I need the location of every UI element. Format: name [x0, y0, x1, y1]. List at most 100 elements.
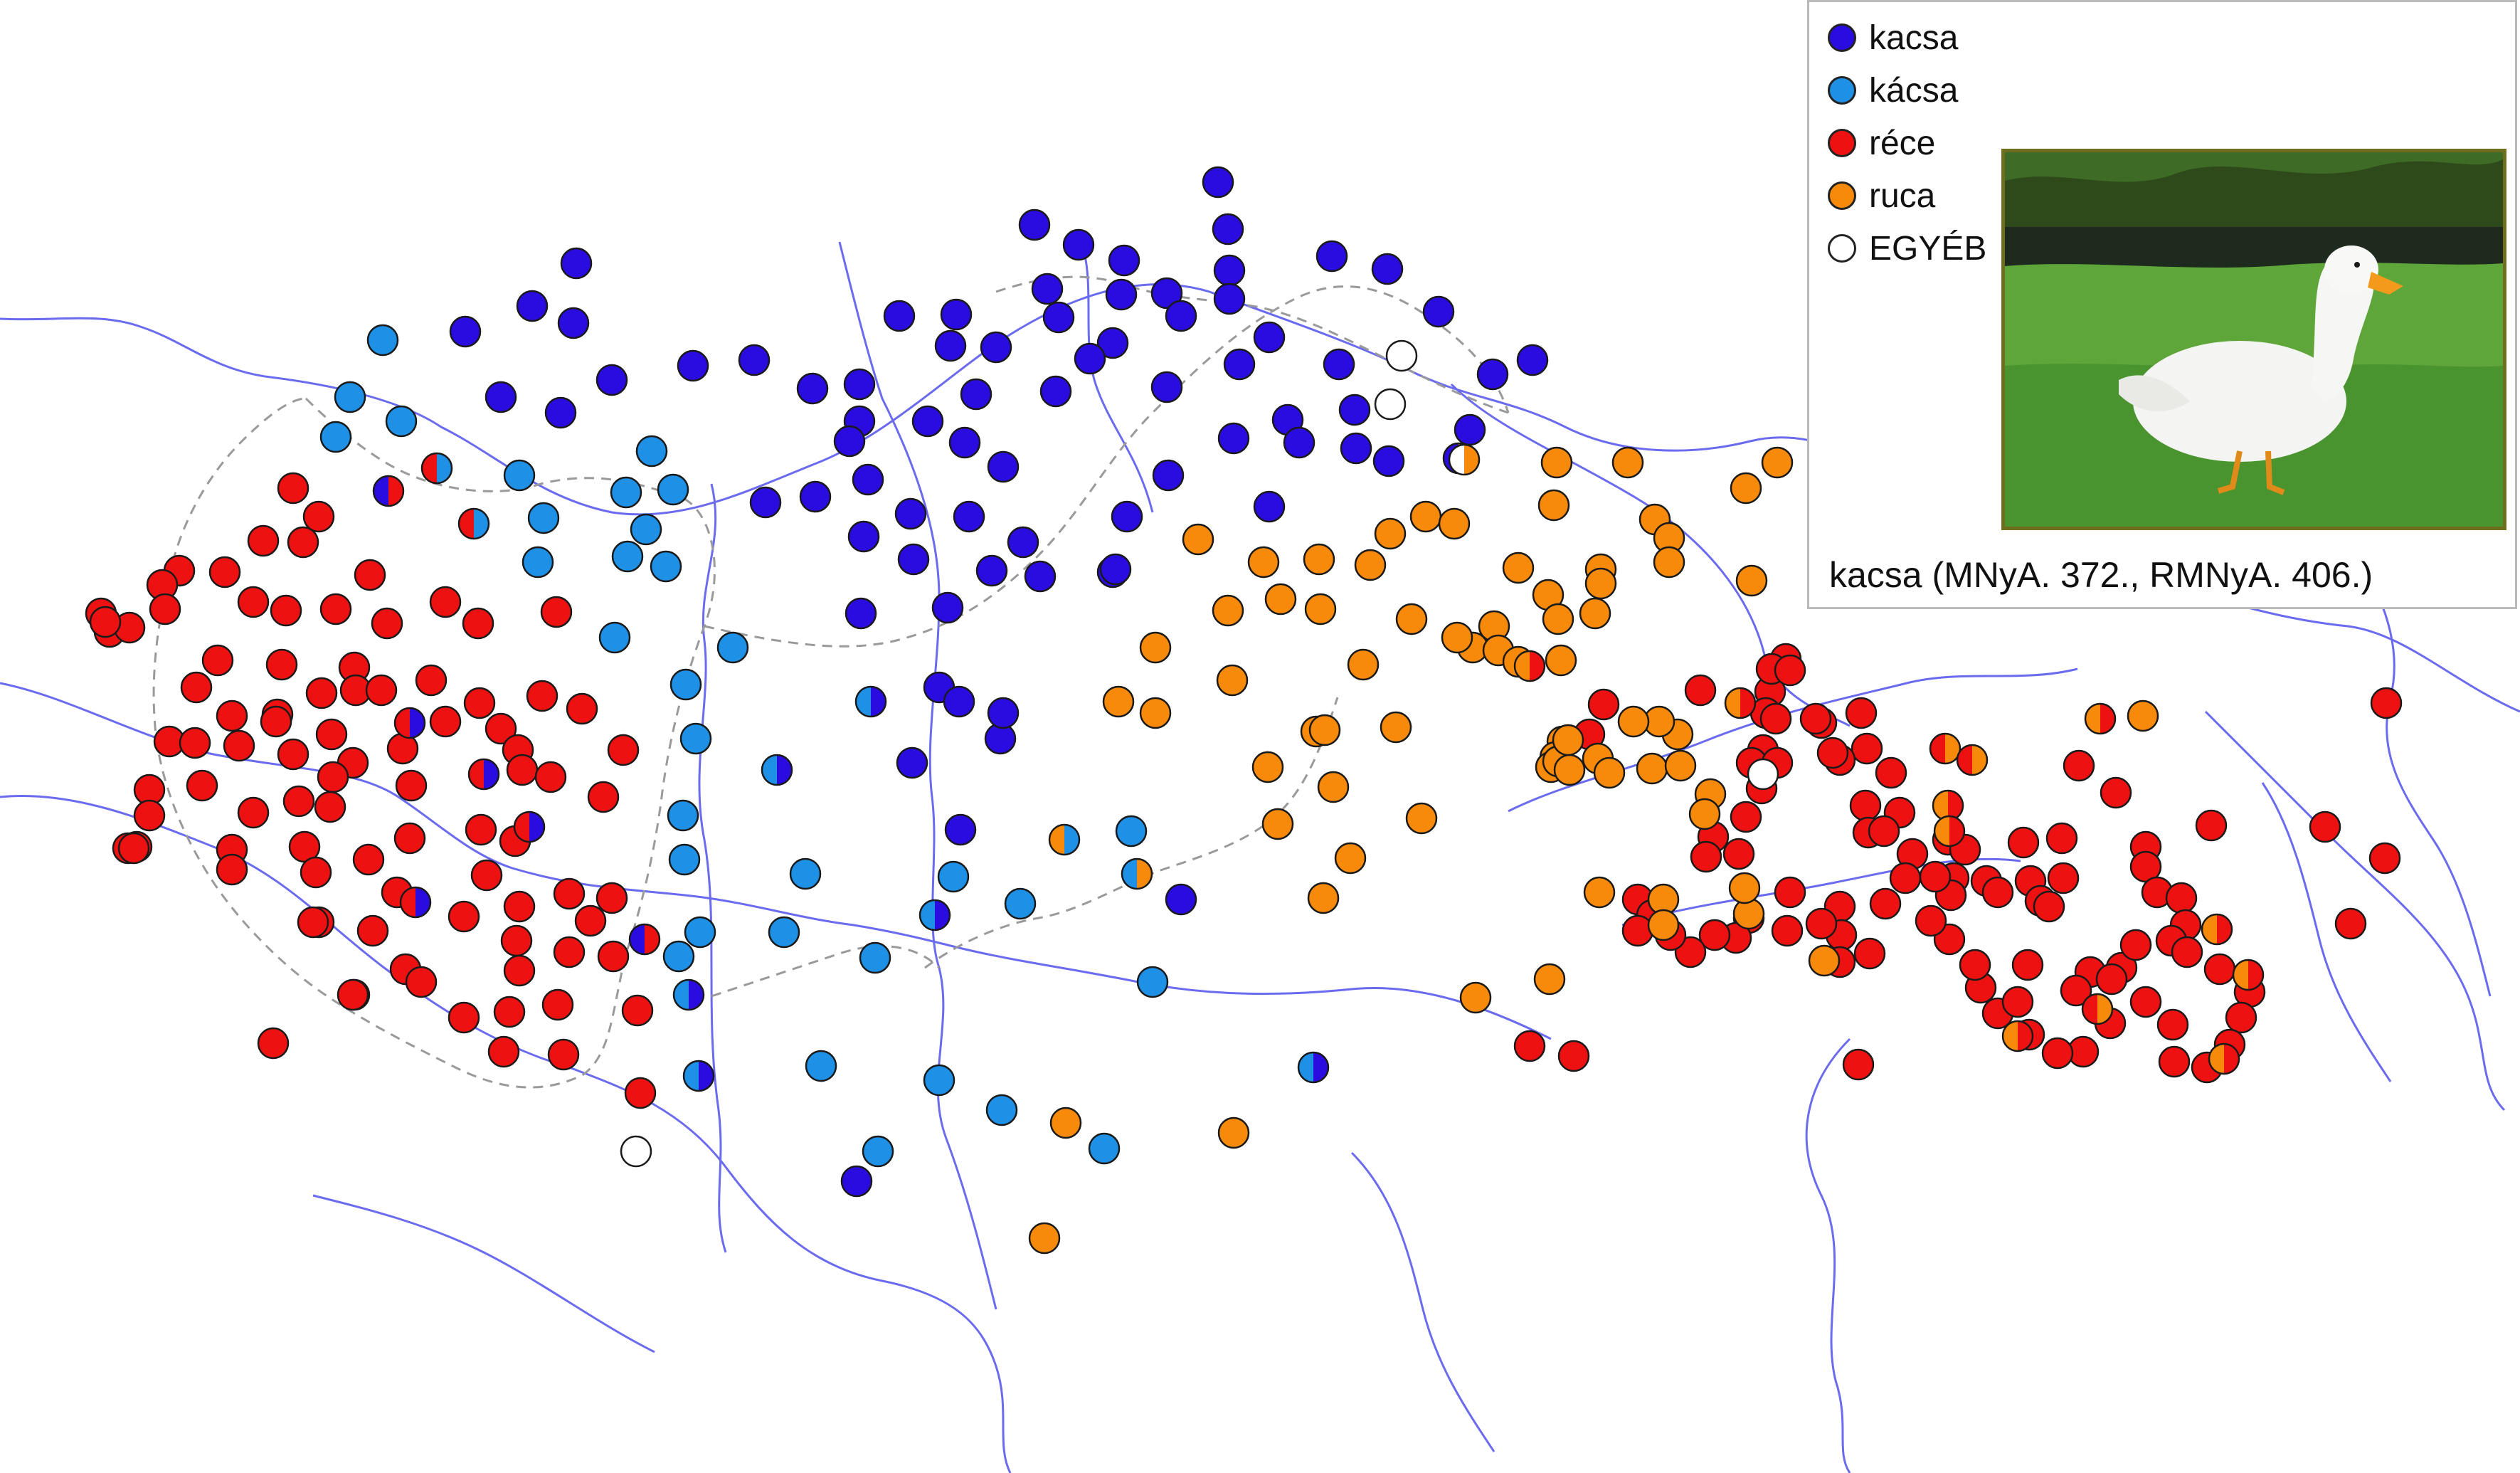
point-marker-rece — [2007, 826, 2040, 859]
legend-label: kacsa — [1869, 19, 1959, 57]
point-marker-kacsa — [1213, 254, 1246, 287]
point-marker-kacsa — [847, 520, 880, 553]
point-marker-ruca-rece — [1724, 687, 1757, 719]
point-marker-rece — [597, 940, 630, 973]
point-marker-kacsa-rece — [628, 923, 661, 956]
point-marker-rece — [257, 1027, 290, 1060]
point-marker-rece — [2225, 1001, 2257, 1034]
point-marker-rece — [277, 738, 309, 771]
point-marker-rece — [2041, 1037, 2074, 1070]
point-marker-ruca — [1212, 594, 1244, 627]
point-marker-ruca-kacsa-long — [1048, 823, 1081, 856]
point-marker-rece — [526, 680, 558, 712]
point-marker-rece — [2011, 949, 2044, 981]
point-marker-rece-ruca — [1929, 732, 1962, 765]
point-marker-kacsa — [840, 1165, 873, 1198]
map-caption: kacsa (MNyA. 372., RMNyA. 406.) — [1829, 555, 2373, 595]
point-marker-rece — [117, 832, 150, 865]
point-marker-kacsa-long — [684, 916, 716, 949]
point-marker-rece — [485, 712, 517, 745]
point-marker-rece — [553, 877, 586, 910]
point-marker-rece — [553, 936, 586, 968]
point-marker-kacsa — [1422, 295, 1455, 328]
point-marker-kacsa — [1213, 283, 1246, 315]
point-marker-rece — [2045, 822, 2078, 855]
point-marker-kacsa — [516, 290, 549, 322]
point-marker-kacsa — [1105, 278, 1138, 311]
point-marker-ruca — [1028, 1222, 1061, 1255]
point-marker-rece — [1805, 907, 1838, 940]
point-marker-rece-kacsa-long — [457, 507, 490, 540]
legend-item-rece: réce — [1828, 120, 1935, 166]
legend-swatch-rece — [1828, 129, 1856, 157]
point-marker-rece — [624, 1077, 657, 1109]
point-marker-rece — [2129, 986, 2162, 1018]
point-marker-kacsa-long-kacsa — [682, 1060, 715, 1092]
point-marker-kacsa-long — [522, 546, 554, 579]
point-marker-kacsa — [896, 746, 928, 779]
point-marker-ruca — [1049, 1107, 1082, 1139]
point-marker-ruca — [1537, 489, 1570, 522]
point-marker-ruca — [1617, 705, 1650, 738]
point-marker-kacsa — [940, 298, 973, 331]
point-marker-kacsa — [560, 247, 593, 280]
point-marker-kacsa-long — [503, 459, 536, 492]
point-marker-rece — [317, 761, 349, 793]
point-marker-kacsa — [943, 685, 975, 718]
legend-label: EGYÉB — [1869, 229, 1987, 268]
point-marker-kacsa-long — [630, 513, 662, 546]
point-marker-rece — [395, 769, 428, 802]
point-marker-kacsa-long — [657, 473, 689, 506]
point-marker-kacsa-long-kacsa — [854, 685, 887, 718]
legend-label: réce — [1869, 124, 1936, 162]
country-borders — [152, 275, 1510, 1089]
point-marker-ruca — [1374, 517, 1407, 550]
point-marker-kacsa — [1212, 213, 1244, 246]
point-marker-ruca — [1395, 603, 1428, 635]
point-marker-kacsa — [677, 349, 709, 382]
point-marker-rece — [2156, 1008, 2189, 1041]
point-marker-ruca-rece — [1513, 650, 1546, 682]
legend-label: ruca — [1869, 176, 1936, 215]
point-marker-rece — [465, 813, 497, 846]
point-marker-rece — [237, 796, 270, 829]
point-marker-kacsa — [1152, 459, 1185, 492]
point-marker-kacsa — [449, 315, 482, 348]
point-marker-kacsa — [975, 554, 1008, 587]
data-points — [85, 166, 2403, 1255]
point-marker-egyeb — [1374, 388, 1407, 421]
legend-item-kacsa: kacsa — [1828, 15, 1958, 60]
point-marker-kacsa — [1031, 273, 1064, 305]
point-marker-kacsa — [1476, 358, 1509, 391]
point-marker-ruca — [1405, 802, 1438, 835]
point-marker-rece — [1845, 697, 1878, 729]
point-marker-rece — [265, 648, 298, 681]
point-marker-ruca — [1441, 621, 1473, 654]
point-marker-kacsa-long — [859, 941, 891, 974]
point-marker-ruca — [1552, 724, 1584, 756]
point-marker-rece-kacsa-long — [420, 452, 453, 485]
point-marker-ruca — [1139, 697, 1172, 729]
point-marker-ruca — [1533, 963, 1566, 996]
point-marker-rece — [277, 472, 309, 505]
point-marker-rece — [208, 556, 241, 588]
point-marker-rece — [487, 1035, 520, 1068]
point-marker-rece — [607, 734, 640, 766]
point-marker-ruca — [1735, 564, 1768, 597]
duck-photo — [2001, 149, 2506, 530]
point-marker-kacsa — [944, 813, 977, 846]
point-marker-ruca — [1664, 749, 1697, 782]
point-marker-kacsa — [1223, 348, 1256, 381]
point-marker-ruca — [2127, 699, 2159, 732]
duck-icon — [2119, 246, 2403, 495]
point-marker-kacsa — [1099, 553, 1132, 586]
point-marker-ruca — [1216, 664, 1249, 697]
point-marker-kacsa — [1340, 432, 1372, 465]
point-marker-ruca — [1584, 567, 1617, 600]
point-marker-kacsa-long — [1004, 887, 1037, 920]
point-marker-kacsa-long — [679, 722, 712, 755]
point-marker-kacsa — [953, 500, 985, 533]
point-marker-rece — [500, 924, 533, 957]
point-marker-kacsa-long — [668, 843, 701, 876]
